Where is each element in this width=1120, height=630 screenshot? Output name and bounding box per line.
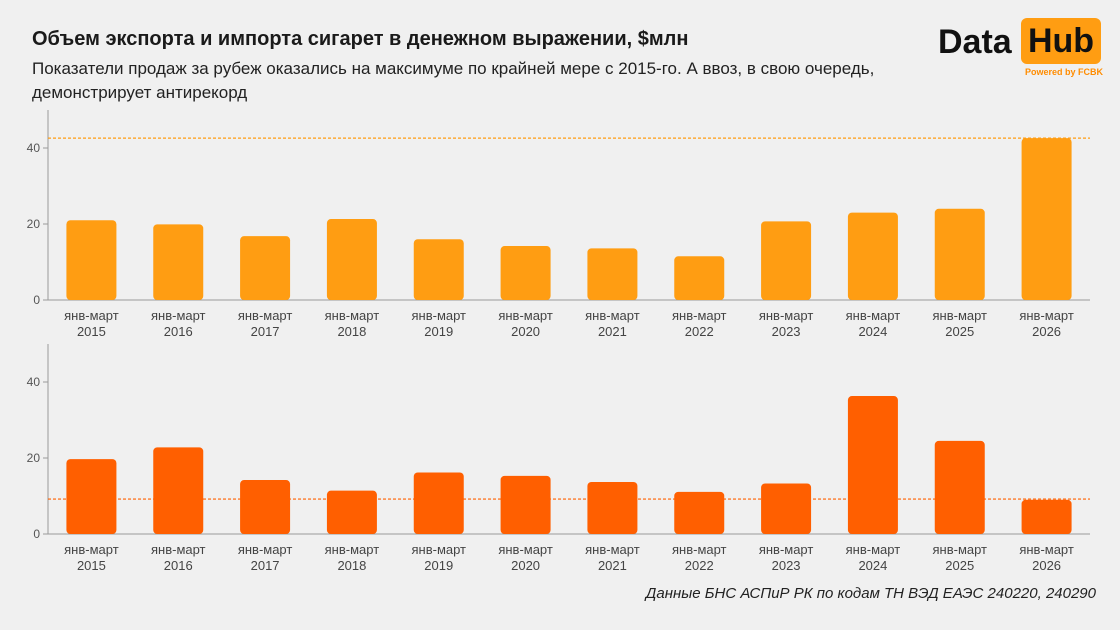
import-bar xyxy=(934,440,985,534)
logo-powered-by: Powered by FCBK xyxy=(1024,67,1103,77)
import-bar xyxy=(66,459,117,534)
export-x-tick-label: 2023 xyxy=(772,324,801,339)
export-x-tick-label: янв-март xyxy=(238,308,293,323)
chart-subtitle: Показатели продаж за рубеж оказались на … xyxy=(32,59,875,102)
export-y-tick-label: 40 xyxy=(27,141,41,155)
export-bar xyxy=(674,256,725,300)
import-x-tick-label: 2017 xyxy=(251,558,280,573)
chart-title: Объем экспорта и импорта сигарет в денеж… xyxy=(32,28,689,50)
export-bar-chart: 02040янв-март2015янв-март2016янв-март201… xyxy=(27,110,1090,339)
import-x-tick-label: янв-март xyxy=(1019,542,1074,557)
import-bar xyxy=(587,481,638,534)
export-bar xyxy=(500,246,551,300)
import-x-tick-label: 2018 xyxy=(337,558,366,573)
export-x-tick-label: 2018 xyxy=(337,324,366,339)
import-bar xyxy=(240,480,291,534)
import-x-tick-label: 2015 xyxy=(77,558,106,573)
source-footnote: Данные БНС АСПиР РК по кодам ТН ВЭД ЕАЭС… xyxy=(645,585,1096,602)
import-y-tick-label: 20 xyxy=(27,451,41,465)
export-x-tick-label: янв-март xyxy=(585,308,640,323)
export-bar xyxy=(761,221,812,300)
export-x-tick-label: 2025 xyxy=(945,324,974,339)
import-x-tick-label: янв-март xyxy=(498,542,553,557)
logo-word-data: Data xyxy=(938,23,1012,61)
export-bar xyxy=(934,208,985,300)
datahub-logo: Data Hub Powered by FCBK xyxy=(938,18,1103,82)
import-x-tick-label: янв-март xyxy=(411,542,466,557)
import-bar xyxy=(500,475,551,534)
export-x-tick-label: 2017 xyxy=(251,324,280,339)
import-x-tick-label: 2023 xyxy=(772,558,801,573)
import-bar xyxy=(1021,499,1072,534)
import-x-tick-label: 2021 xyxy=(598,558,627,573)
import-x-tick-label: 2022 xyxy=(685,558,714,573)
export-x-tick-label: 2022 xyxy=(685,324,714,339)
import-x-tick-label: 2016 xyxy=(164,558,193,573)
export-bar xyxy=(413,239,464,300)
import-x-tick-label: 2024 xyxy=(858,558,887,573)
import-x-tick-label: янв-март xyxy=(932,542,987,557)
import-bar xyxy=(674,491,725,534)
import-x-tick-label: 2026 xyxy=(1032,558,1061,573)
import-x-tick-label: янв-март xyxy=(151,542,206,557)
export-bar xyxy=(66,220,117,300)
import-y-tick-label: 0 xyxy=(33,527,40,541)
export-bar xyxy=(240,236,291,300)
logo-word-hub: Hub xyxy=(1021,18,1101,64)
export-bar xyxy=(847,212,898,300)
export-x-tick-label: 2020 xyxy=(511,324,540,339)
export-x-tick-label: янв-март xyxy=(325,308,380,323)
export-x-tick-label: янв-март xyxy=(932,308,987,323)
import-x-tick-label: янв-март xyxy=(325,542,380,557)
export-x-tick-label: янв-март xyxy=(411,308,466,323)
export-x-tick-label: 2016 xyxy=(164,324,193,339)
export-x-tick-label: янв-март xyxy=(64,308,119,323)
import-bar xyxy=(413,472,464,534)
import-x-tick-label: янв-март xyxy=(64,542,119,557)
import-bar xyxy=(153,447,204,534)
import-x-tick-label: янв-март xyxy=(672,542,727,557)
export-x-tick-label: янв-март xyxy=(672,308,727,323)
import-x-tick-label: 2025 xyxy=(945,558,974,573)
import-y-tick-label: 40 xyxy=(27,375,41,389)
export-y-tick-label: 0 xyxy=(33,293,40,307)
export-x-tick-label: 2021 xyxy=(598,324,627,339)
import-bar xyxy=(326,490,377,534)
export-bar xyxy=(326,219,377,300)
import-x-tick-label: 2019 xyxy=(424,558,453,573)
export-bar xyxy=(1021,138,1072,300)
export-y-tick-label: 20 xyxy=(27,217,41,231)
import-bar xyxy=(761,483,812,534)
export-x-tick-label: янв-март xyxy=(759,308,814,323)
export-x-tick-label: янв-март xyxy=(151,308,206,323)
import-x-tick-label: 2020 xyxy=(511,558,540,573)
import-bar-chart: 02040янв-март2015янв-март2016янв-март201… xyxy=(27,344,1090,573)
import-x-tick-label: янв-март xyxy=(585,542,640,557)
export-x-tick-label: 2015 xyxy=(77,324,106,339)
import-x-tick-label: янв-март xyxy=(846,542,901,557)
export-x-tick-label: 2019 xyxy=(424,324,453,339)
export-x-tick-label: янв-март xyxy=(846,308,901,323)
import-x-tick-label: янв-март xyxy=(238,542,293,557)
export-bar xyxy=(587,248,638,300)
export-x-tick-label: янв-март xyxy=(1019,308,1074,323)
export-x-tick-label: янв-март xyxy=(498,308,553,323)
import-bar xyxy=(847,396,898,534)
export-x-tick-label: 2026 xyxy=(1032,324,1061,339)
export-x-tick-label: 2024 xyxy=(858,324,887,339)
import-x-tick-label: янв-март xyxy=(759,542,814,557)
export-bar xyxy=(153,224,204,300)
